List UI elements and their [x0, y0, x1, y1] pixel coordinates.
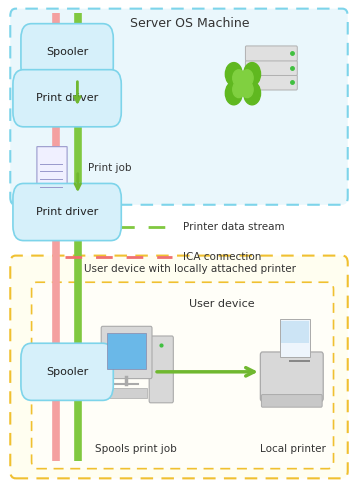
Circle shape — [244, 82, 261, 105]
Circle shape — [225, 82, 242, 105]
Circle shape — [233, 81, 245, 97]
Text: Server OS Machine: Server OS Machine — [130, 17, 250, 30]
Circle shape — [241, 81, 253, 97]
FancyBboxPatch shape — [10, 256, 348, 478]
Text: Printer data stream: Printer data stream — [183, 222, 284, 231]
Text: Print driver: Print driver — [36, 93, 98, 103]
Polygon shape — [61, 184, 67, 193]
Text: Print job: Print job — [88, 164, 132, 173]
FancyBboxPatch shape — [149, 336, 173, 403]
FancyBboxPatch shape — [13, 70, 121, 127]
Circle shape — [241, 70, 253, 86]
Text: Spooler: Spooler — [46, 367, 88, 377]
Text: Spools print job: Spools print job — [96, 444, 177, 454]
Polygon shape — [37, 147, 67, 193]
Bar — [107, 333, 146, 370]
Circle shape — [233, 70, 245, 86]
Bar — [280, 318, 310, 357]
FancyBboxPatch shape — [101, 326, 152, 378]
Bar — [105, 388, 147, 398]
FancyBboxPatch shape — [261, 394, 322, 407]
FancyBboxPatch shape — [246, 75, 297, 90]
Text: Spooler: Spooler — [46, 47, 88, 57]
FancyBboxPatch shape — [246, 46, 297, 61]
FancyBboxPatch shape — [13, 184, 121, 241]
Circle shape — [244, 63, 261, 86]
Text: Local printer: Local printer — [260, 444, 326, 454]
Text: User device with locally attached printer: User device with locally attached printe… — [84, 263, 296, 274]
Circle shape — [225, 63, 242, 86]
Bar — [289, 360, 310, 362]
FancyBboxPatch shape — [32, 282, 334, 468]
FancyBboxPatch shape — [21, 24, 113, 81]
FancyBboxPatch shape — [246, 60, 297, 75]
Bar — [281, 321, 309, 343]
Text: Print driver: Print driver — [36, 207, 98, 217]
FancyBboxPatch shape — [260, 352, 323, 401]
Text: ICA connection: ICA connection — [183, 252, 261, 262]
FancyBboxPatch shape — [21, 343, 113, 400]
FancyBboxPatch shape — [10, 9, 348, 205]
Text: User device: User device — [189, 299, 255, 309]
